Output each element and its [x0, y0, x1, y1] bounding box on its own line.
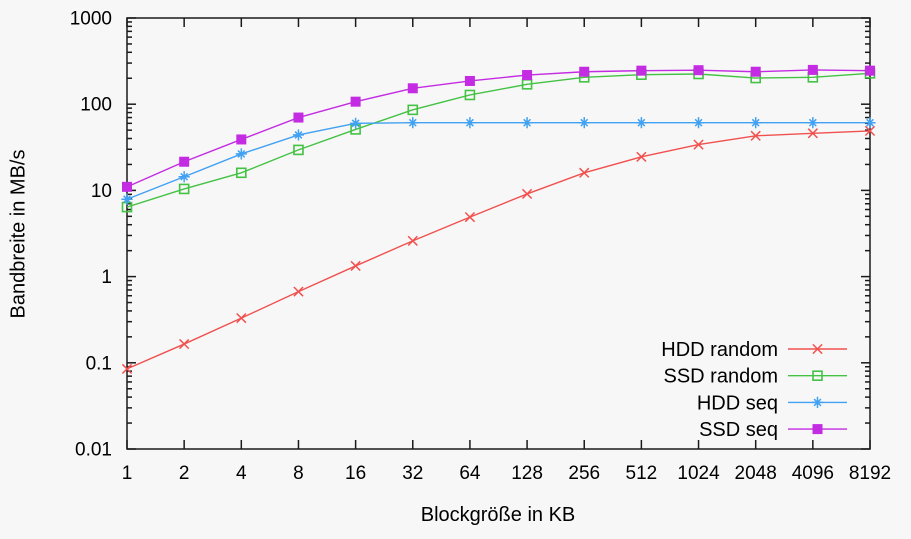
asterisk-marker-icon — [407, 117, 419, 129]
open-square-marker-icon — [812, 370, 823, 382]
legend-label: HDD random — [661, 339, 778, 361]
legend-item-hdd-seq: HDD seq — [697, 392, 847, 414]
open-square-marker-icon — [407, 104, 419, 116]
x-tick-label: 1 — [122, 463, 133, 484]
cross-marker-icon — [464, 211, 476, 223]
legend-label: SSD seq — [699, 419, 778, 441]
legend-label: HDD seq — [697, 392, 778, 414]
y-tick-label: 1 — [101, 267, 112, 288]
series-markers-ssd-seq — [122, 64, 875, 192]
x-tick-label: 8192 — [849, 463, 891, 484]
filled-square-marker-icon — [807, 64, 818, 75]
cross-marker-icon — [521, 188, 533, 200]
series-ssd-seq — [122, 64, 875, 192]
series-line-hdd-random — [126, 130, 871, 370]
cross-marker-icon — [750, 130, 761, 141]
asterisk-marker-icon — [350, 117, 362, 129]
filled-square-marker-icon — [636, 65, 647, 76]
cross-marker-icon — [293, 286, 304, 297]
asterisk-marker-icon — [178, 171, 190, 183]
open-square-marker-icon — [293, 144, 304, 156]
x-tick-label: 64 — [459, 463, 481, 484]
series-line-ssd-random — [126, 72, 871, 208]
x-tick-label: 8 — [293, 463, 304, 484]
filled-square-marker-icon — [236, 134, 247, 145]
filled-square-marker-icon — [122, 181, 132, 192]
legend-item-ssd-seq: SSD seq — [699, 419, 847, 441]
legend: HDD random SSD random HDD seq SSD seq — [661, 339, 847, 441]
plot-border — [126, 17, 871, 450]
cross-marker-icon — [812, 343, 823, 355]
filled-square-marker-icon — [693, 65, 704, 76]
filled-square-marker-icon — [464, 75, 475, 86]
asterisk-marker-icon — [521, 117, 533, 129]
cross-marker-icon — [636, 151, 647, 162]
asterisk-marker-icon — [121, 193, 133, 205]
filled-square-marker-icon — [179, 156, 190, 167]
y-tick-label: 100 — [80, 95, 112, 116]
x-tick-label: 2 — [179, 463, 190, 484]
x-axis-title: Blockgröße in KB — [420, 504, 576, 526]
x-axis-ticks: 1 2 4 8 16 32 64 128 256 512 1024 2048 4096 8192 — [122, 18, 891, 484]
filled-square-marker-icon — [812, 424, 823, 435]
x-tick-label: 256 — [568, 463, 600, 484]
asterisk-marker-icon — [578, 117, 590, 129]
open-square-marker-icon — [464, 89, 476, 101]
open-square-marker-icon — [236, 167, 247, 179]
asterisk-marker-icon — [235, 148, 247, 160]
series-markers-hdd-seq — [121, 117, 876, 205]
cross-marker-icon — [236, 312, 247, 324]
series-hdd-seq — [121, 117, 876, 205]
legend-item-ssd-random: SSD random — [664, 366, 847, 388]
cross-marker-icon — [693, 139, 704, 150]
x-tick-label: 4096 — [792, 463, 834, 484]
x-tick-label: 32 — [402, 463, 423, 484]
cross-marker-icon — [179, 338, 190, 350]
filled-square-marker-icon — [865, 65, 875, 76]
cross-marker-icon — [807, 128, 818, 139]
legend-item-hdd-random: HDD random — [661, 339, 847, 361]
legend-label: SSD random — [664, 366, 779, 388]
cross-marker-icon — [121, 363, 133, 375]
filled-square-marker-icon — [522, 70, 533, 81]
y-tick-label: 1000 — [70, 9, 112, 30]
asterisk-marker-icon — [292, 129, 305, 141]
filled-square-marker-icon — [579, 66, 590, 77]
asterisk-marker-icon — [811, 396, 824, 408]
series-ssd-random — [121, 68, 876, 213]
filled-square-marker-icon — [407, 83, 418, 94]
series-line-ssd-seq — [126, 69, 871, 188]
x-tick-label: 128 — [511, 463, 543, 484]
x-tick-label: 2048 — [735, 463, 777, 484]
y-tick-label: 0.01 — [75, 440, 112, 461]
filled-square-marker-icon — [293, 112, 304, 123]
asterisk-marker-icon — [807, 117, 819, 129]
cross-marker-icon — [350, 260, 361, 272]
asterisk-marker-icon — [750, 117, 762, 129]
cross-marker-icon — [579, 167, 590, 178]
x-tick-label: 4 — [236, 463, 247, 484]
asterisk-marker-icon — [464, 117, 476, 129]
cross-marker-icon — [864, 125, 876, 137]
asterisk-marker-icon — [635, 117, 647, 129]
filled-square-marker-icon — [750, 66, 761, 77]
asterisk-marker-icon — [864, 117, 876, 129]
y-tick-label: 10 — [91, 181, 112, 202]
open-square-marker-icon — [178, 183, 190, 195]
filled-square-marker-icon — [350, 96, 361, 107]
cross-marker-icon — [407, 235, 418, 246]
y-axis-title: Bandbreite in MB/s — [7, 149, 30, 319]
x-tick-label: 1024 — [677, 463, 720, 484]
x-tick-label: 512 — [626, 463, 658, 484]
x-tick-label: 16 — [345, 463, 366, 484]
series-line-hdd-seq — [126, 122, 870, 200]
y-tick-label: 0.1 — [86, 353, 112, 374]
series-hdd-random — [121, 125, 876, 375]
series-markers-hdd-random — [121, 125, 876, 375]
asterisk-marker-icon — [692, 117, 705, 129]
